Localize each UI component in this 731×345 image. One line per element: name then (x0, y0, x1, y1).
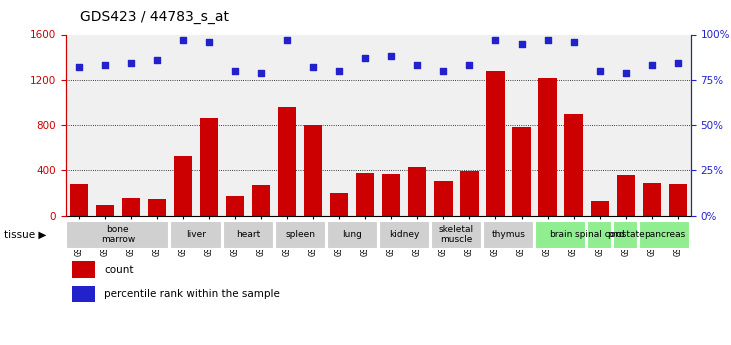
Bar (174, 156, 192, 216)
FancyBboxPatch shape (639, 221, 690, 248)
Point (646, 62, 658, 68)
Point (255, 70, 267, 75)
Text: kidney: kidney (389, 230, 420, 239)
FancyBboxPatch shape (587, 221, 612, 248)
Text: brain: brain (549, 230, 572, 239)
Bar (200, 118, 218, 216)
Text: skeletal
muscle: skeletal muscle (439, 225, 474, 244)
FancyBboxPatch shape (327, 221, 378, 248)
Text: thymus: thymus (491, 230, 526, 239)
Point (515, 41, 527, 46)
Point (230, 68, 241, 73)
Bar (382, 174, 401, 216)
FancyBboxPatch shape (222, 221, 273, 248)
Point (203, 39, 215, 45)
Text: bone
marrow: bone marrow (101, 225, 135, 244)
Point (438, 68, 450, 73)
Point (463, 62, 475, 68)
Bar (122, 197, 140, 216)
Bar (616, 175, 635, 216)
Text: spleen: spleen (285, 230, 315, 239)
Text: heart: heart (236, 230, 260, 239)
FancyBboxPatch shape (170, 221, 221, 248)
Point (412, 62, 423, 68)
Point (281, 37, 293, 43)
Bar (486, 71, 504, 216)
Point (385, 53, 397, 59)
Text: pancreas: pancreas (644, 230, 686, 239)
FancyBboxPatch shape (613, 221, 638, 248)
Bar (69, 184, 88, 216)
FancyBboxPatch shape (431, 221, 482, 248)
Bar (539, 78, 557, 216)
Bar (304, 125, 322, 216)
Point (568, 39, 580, 45)
Point (177, 37, 189, 43)
Bar (356, 172, 374, 216)
Bar (72, 286, 94, 302)
Bar (72, 262, 94, 278)
Bar (591, 201, 609, 216)
Bar (461, 171, 479, 216)
FancyBboxPatch shape (67, 221, 170, 248)
Text: count: count (104, 265, 134, 275)
Bar (278, 107, 296, 216)
Text: spinal cord: spinal cord (575, 230, 624, 239)
FancyBboxPatch shape (535, 221, 586, 248)
Text: percentile rank within the sample: percentile rank within the sample (104, 289, 280, 299)
Text: prostate: prostate (607, 230, 645, 239)
Bar (643, 183, 661, 216)
Bar (434, 180, 452, 216)
Bar (408, 167, 426, 216)
Point (620, 70, 632, 75)
Point (542, 37, 553, 43)
Point (99, 62, 110, 68)
Text: tissue ▶: tissue ▶ (4, 230, 46, 239)
Point (151, 57, 163, 62)
Text: liver: liver (186, 230, 206, 239)
Bar (330, 193, 349, 216)
Text: lung: lung (342, 230, 362, 239)
Bar (96, 205, 114, 216)
FancyBboxPatch shape (483, 221, 534, 248)
Point (594, 68, 605, 73)
Bar (226, 196, 244, 216)
Point (672, 61, 683, 66)
Bar (252, 185, 270, 216)
FancyBboxPatch shape (275, 221, 326, 248)
Point (125, 61, 137, 66)
Point (333, 68, 345, 73)
Text: GDS423 / 44783_s_at: GDS423 / 44783_s_at (80, 10, 230, 24)
Point (360, 55, 371, 61)
Point (307, 64, 319, 70)
Bar (669, 185, 687, 216)
Point (73, 64, 85, 70)
Point (490, 37, 501, 43)
Bar (564, 114, 583, 216)
Bar (512, 127, 531, 216)
FancyBboxPatch shape (379, 221, 430, 248)
Bar (148, 199, 166, 216)
